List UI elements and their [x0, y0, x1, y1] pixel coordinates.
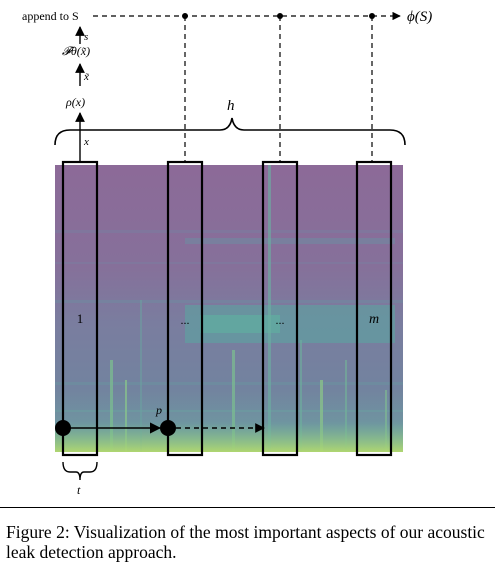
diagram-figure: append to S ϕ(S) s 𝓕θ(x̃) x̃ ρ(x) x h 1 …: [22, 9, 432, 497]
windows: 1 ... ... m: [61, 160, 393, 457]
window-2-label: ...: [181, 313, 190, 327]
xtilde-label: x̃: [83, 71, 90, 83]
s-label: s: [84, 31, 88, 43]
brace-t: t: [62, 461, 98, 497]
brace-t-label: t: [77, 483, 81, 497]
append-label: append to S: [22, 9, 79, 23]
brace-h: h: [54, 98, 406, 146]
rho-label: ρ(x): [65, 95, 85, 109]
x-label: x: [83, 136, 89, 148]
stride-next-dot: [160, 420, 176, 436]
window-m-label: m: [369, 312, 379, 327]
window-m: [355, 160, 393, 457]
window-1-label: 1: [77, 311, 84, 326]
brace-h-label: h: [227, 98, 235, 114]
stride: p: [55, 403, 265, 436]
window-1: [61, 160, 99, 457]
stride-label: p: [155, 403, 162, 417]
output-label: ϕ(S): [407, 9, 432, 25]
caption-divider: [0, 507, 495, 508]
window-3-label: ...: [276, 313, 285, 327]
stride-start-dot: [55, 420, 71, 436]
spectrogram: [55, 165, 403, 452]
window-3: [261, 160, 299, 457]
pipeline: s 𝓕θ(x̃) x̃ ρ(x) x: [62, 26, 90, 163]
window-2: [166, 160, 204, 457]
append-flow: append to S ϕ(S): [22, 9, 432, 163]
figure-caption: Figure 2: Visualization of the most impo…: [6, 522, 485, 562]
model-label: 𝓕θ(x̃): [62, 44, 90, 58]
